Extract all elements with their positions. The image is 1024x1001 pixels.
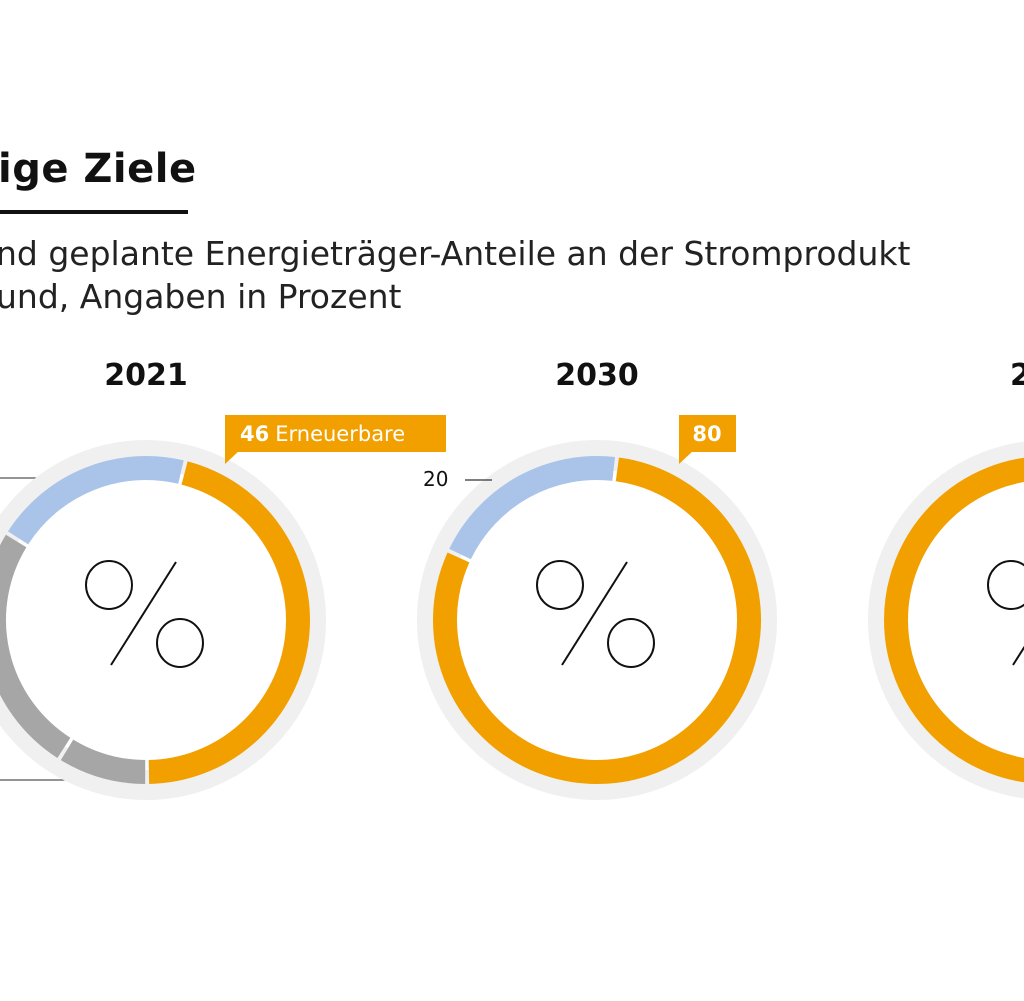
donut-track: [868, 441, 1024, 799]
label-2030-gas: 20: [423, 467, 448, 491]
year-2021: 2021: [104, 358, 188, 393]
label-2030-renewables: 80: [679, 415, 736, 464]
title-underline: [0, 210, 188, 214]
donut-track: [417, 440, 777, 800]
year-2030: 2030: [555, 358, 639, 393]
percent-icon: [987, 560, 1024, 666]
donut-segment: [433, 457, 761, 784]
donut-segment: [148, 461, 310, 784]
subtitle-line-2: und, Angaben in Prozent: [0, 277, 402, 316]
label-text: Erneuerbare: [275, 422, 405, 446]
donut-segment: [449, 456, 615, 560]
donut-segment: [0, 534, 71, 759]
donut-track: [0, 440, 326, 800]
subtitle-line-1: nd geplante Energieträger-Anteile an der…: [0, 234, 911, 273]
label-value: 46: [240, 422, 269, 446]
label-2021-renewables: 46 Erneuerbare: [225, 415, 446, 464]
label-value: 80: [692, 422, 721, 446]
donut-segment: [7, 456, 184, 545]
donut-segment: [884, 457, 1024, 783]
chart-title: ige Ziele: [0, 146, 197, 192]
percent-icon: [85, 560, 204, 668]
year-third: 20: [1010, 358, 1024, 393]
percent-icon: [536, 560, 655, 668]
donut-segment: [60, 739, 146, 784]
